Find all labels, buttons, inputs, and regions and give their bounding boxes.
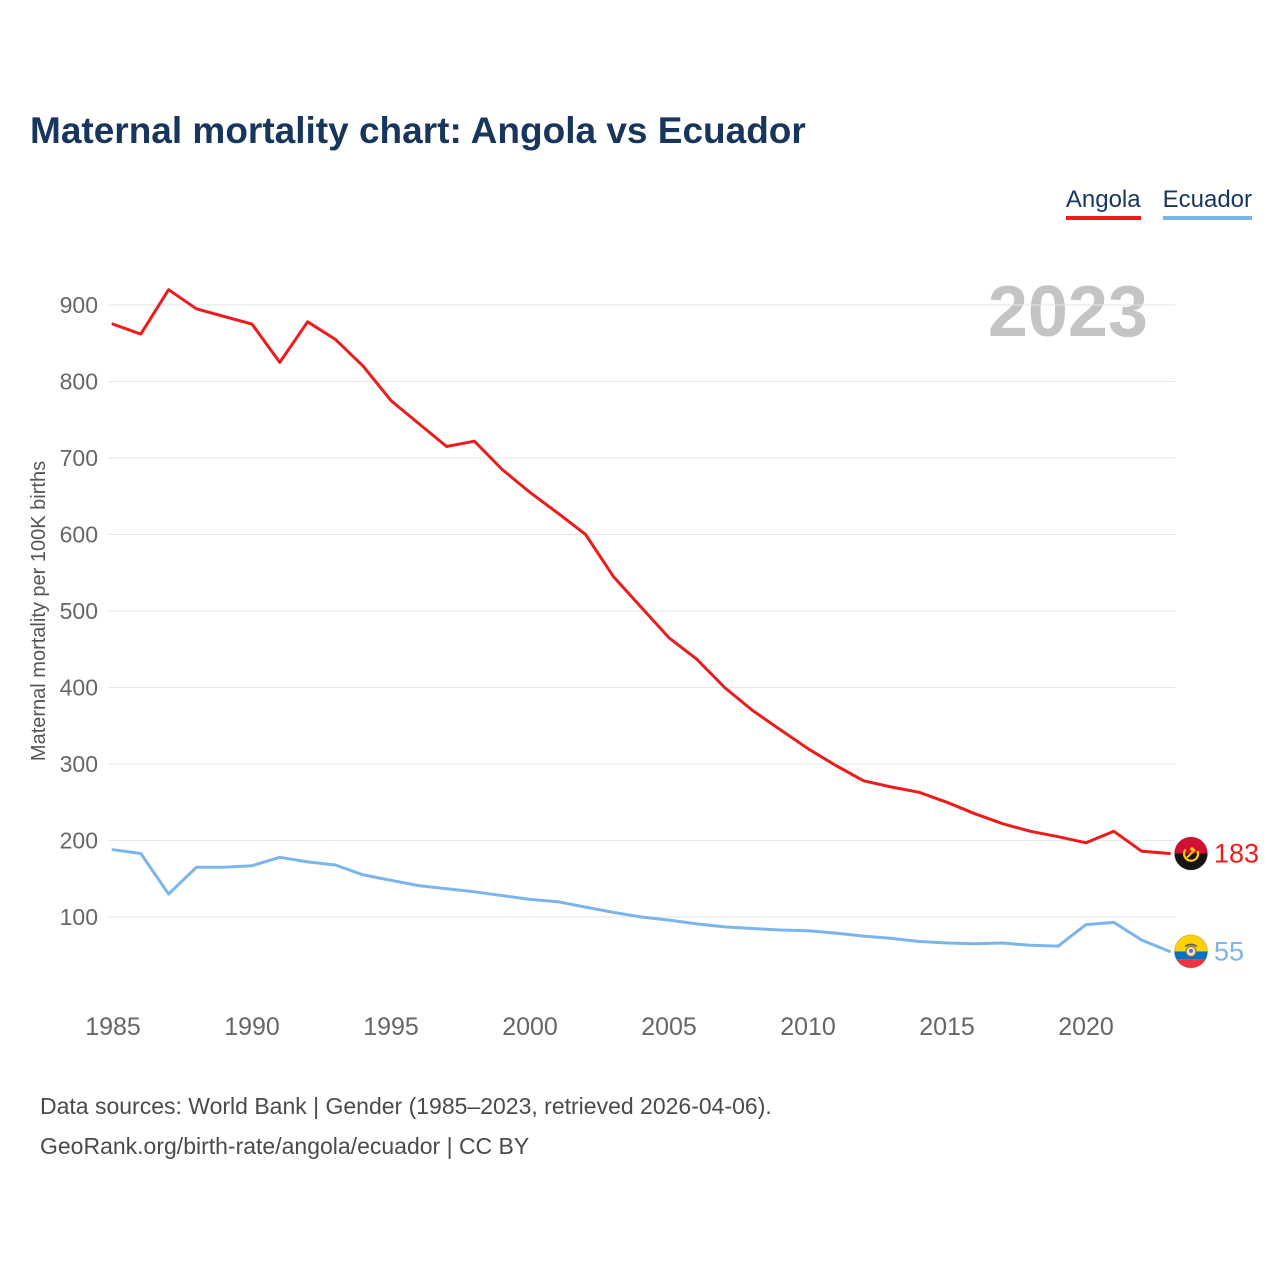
y-tick-label: 600	[60, 522, 98, 548]
y-tick-label: 700	[60, 445, 98, 471]
y-axis-title: Maternal mortality per 100K births	[28, 461, 50, 761]
footer-attribution-line: GeoRank.org/birth-rate/angola/ecuador | …	[40, 1133, 530, 1159]
y-tick-label: 300	[60, 751, 98, 777]
angola-flag-icon	[1174, 836, 1208, 871]
x-tick-label: 1990	[224, 1013, 280, 1041]
x-tick-label: 2020	[1058, 1013, 1114, 1041]
y-tick-label: 800	[60, 369, 98, 395]
angola-series-line	[111, 288, 1171, 855]
line-chart: 2023 100 200 300 400 500 600 700 800 900 1985 1990 1…	[28, 272, 1259, 1041]
legend-item-ecuador[interactable]: Ecuador	[1162, 186, 1252, 220]
x-tick-label: 2010	[780, 1013, 836, 1041]
x-tick-label: 2015	[919, 1013, 975, 1041]
ecuador-end-value: 55	[1214, 936, 1244, 966]
x-tick-label: 1995	[363, 1013, 419, 1041]
y-tick-label: 900	[60, 292, 98, 318]
x-tick-label: 2000	[502, 1013, 558, 1041]
x-tick-label: 1985	[85, 1013, 141, 1041]
y-tick-label: 500	[60, 598, 98, 624]
page-title: Maternal mortality chart: Angola vs Ecua…	[30, 110, 806, 151]
y-tick-label: 400	[60, 675, 98, 701]
ecuador-series-line	[111, 848, 1171, 953]
y-tick-label: 100	[60, 904, 98, 930]
watermark-year: 2023	[988, 272, 1148, 352]
footer: Data sources: World Bank | Gender (1985–…	[40, 1086, 772, 1166]
y-tick-label: 200	[60, 828, 98, 854]
ecuador-flag-icon	[1174, 934, 1208, 969]
angola-end-value: 183	[1214, 839, 1259, 869]
legend-item-angola[interactable]: Angola	[1065, 186, 1141, 220]
footer-source-line: Data sources: World Bank | Gender (1985–…	[40, 1093, 772, 1119]
x-tick-label: 2005	[641, 1013, 697, 1041]
legend: Angola Ecuador	[1065, 186, 1252, 220]
